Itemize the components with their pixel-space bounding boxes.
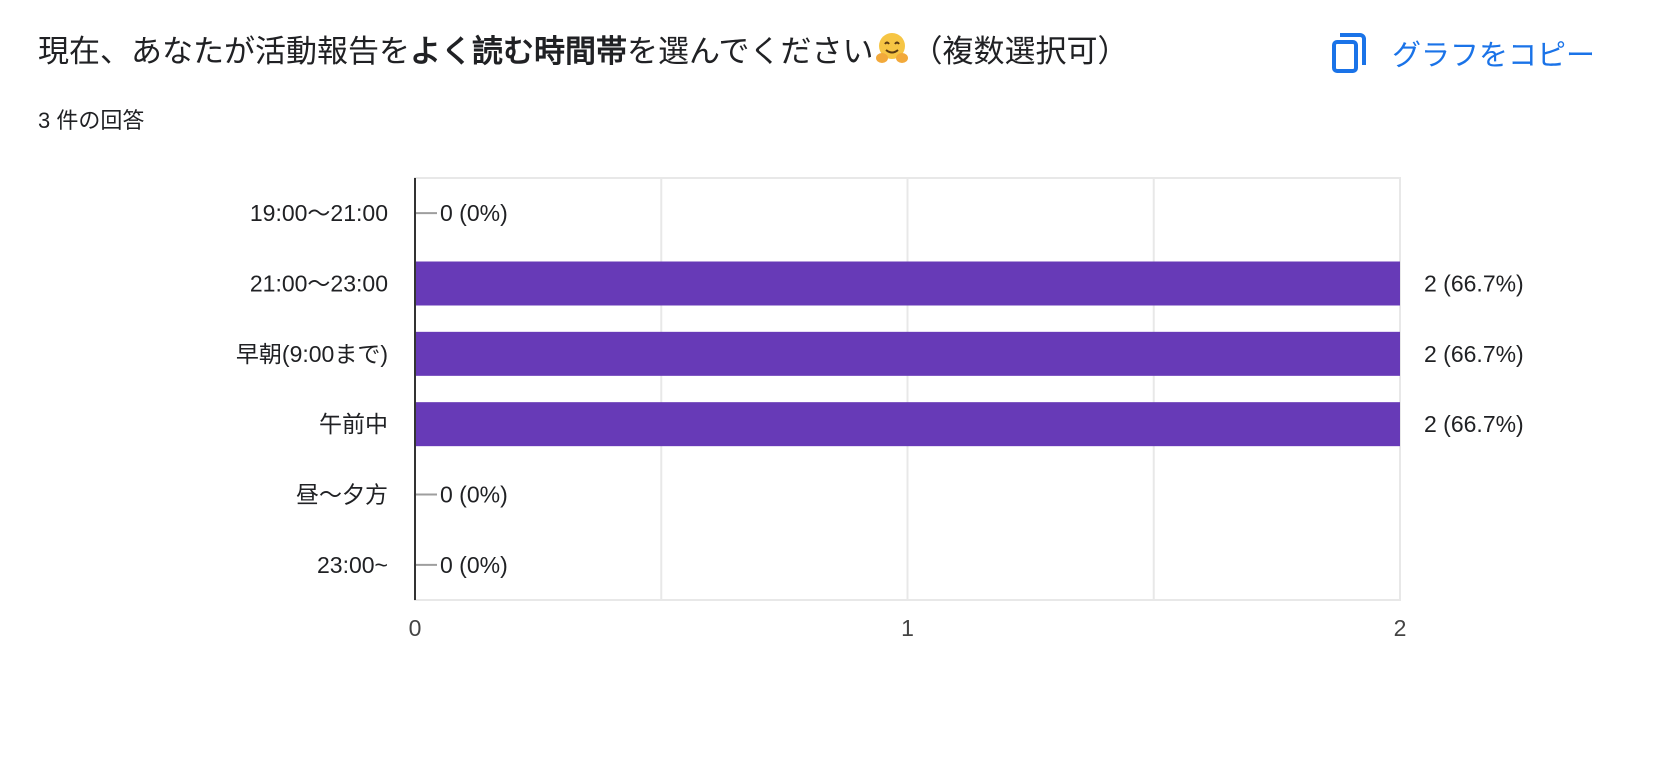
copy-icon — [1330, 31, 1370, 75]
data-label: 0 (0%) — [440, 552, 508, 578]
question-title: 現在、あなたが活動報告をよく読む時間帯を選んでください （複数選択可） — [38, 30, 1128, 77]
response-count: 3 件の回答 — [38, 108, 145, 133]
hugging-face-icon — [875, 31, 909, 77]
x-tick-label: 1 — [901, 615, 914, 641]
category-label: 昼〜夕方 — [296, 482, 388, 508]
x-tick-label: 2 — [1394, 615, 1407, 641]
data-label: 0 (0%) — [440, 200, 508, 226]
bar — [415, 331, 1400, 376]
bar — [415, 402, 1400, 447]
category-label: 21:00〜23:00 — [250, 271, 388, 297]
x-tick-label: 0 — [409, 615, 422, 641]
category-label: 午前中 — [319, 411, 388, 437]
title-segment: よく読む時間帯 — [410, 34, 627, 69]
data-label: 2 (66.7%) — [1424, 271, 1524, 297]
category-label: 19:00〜21:00 — [250, 200, 388, 226]
data-label: 0 (0%) — [440, 482, 508, 508]
copy-chart-label: グラフをコピー — [1392, 40, 1596, 72]
category-label: 23:00~ — [317, 552, 388, 578]
title-segment: （複数選択可） — [911, 34, 1129, 69]
data-label: 2 (66.7%) — [1424, 411, 1524, 437]
title-segment: 現在、あなたが活動報告を — [38, 34, 410, 69]
category-label: 早朝(9:00まで) — [236, 341, 388, 367]
title-segment: を選んでください — [627, 34, 874, 69]
copy-chart-button[interactable]: グラフをコピー — [1330, 26, 1595, 80]
data-label: 2 (66.7%) — [1424, 341, 1524, 367]
bar — [415, 261, 1400, 306]
